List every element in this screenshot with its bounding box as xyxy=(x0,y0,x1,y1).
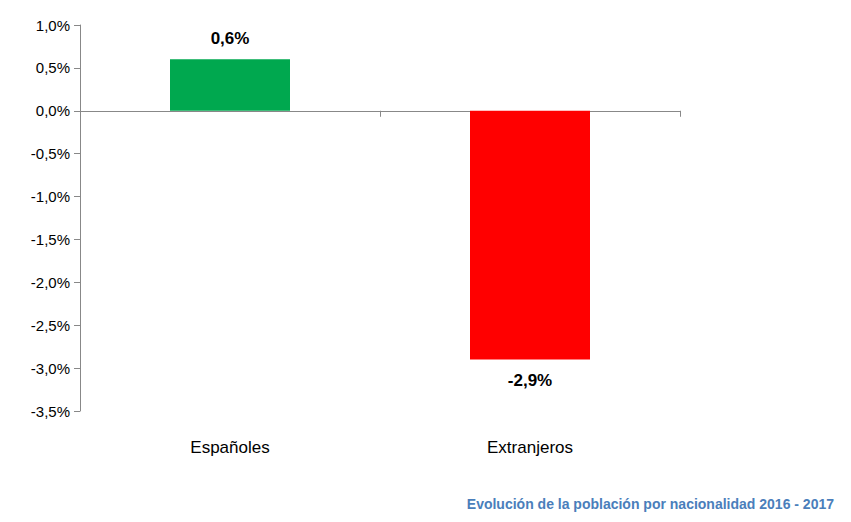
svg-text:Españoles: Españoles xyxy=(190,438,269,457)
svg-text:-2,5%: -2,5% xyxy=(31,317,70,334)
svg-text:-2,9%: -2,9% xyxy=(508,371,552,390)
svg-text:-0,5%: -0,5% xyxy=(31,145,70,162)
svg-text:-2,0%: -2,0% xyxy=(31,274,70,291)
svg-text:Extranjeros: Extranjeros xyxy=(487,438,573,457)
svg-text:0,6%: 0,6% xyxy=(211,29,250,48)
svg-text:Evolución de la población por: Evolución de la población por nacionalid… xyxy=(467,496,834,512)
svg-text:1,0%: 1,0% xyxy=(36,17,70,34)
svg-text:-1,5%: -1,5% xyxy=(31,231,70,248)
svg-text:-3,5%: -3,5% xyxy=(31,403,70,420)
svg-text:-3,0%: -3,0% xyxy=(31,360,70,377)
svg-text:0,0%: 0,0% xyxy=(36,102,70,119)
svg-text:0,5%: 0,5% xyxy=(36,59,70,76)
svg-text:-1,0%: -1,0% xyxy=(31,188,70,205)
